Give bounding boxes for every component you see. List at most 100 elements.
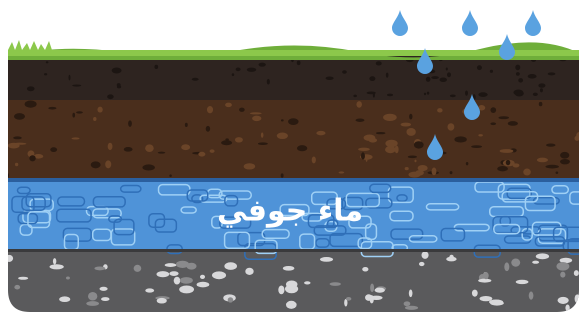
- speck: [259, 63, 266, 67]
- pebble: [478, 279, 491, 283]
- speck: [450, 171, 453, 174]
- pebble: [228, 297, 233, 302]
- speck: [358, 148, 370, 151]
- pebble: [86, 301, 99, 306]
- speck: [50, 147, 57, 152]
- speck: [401, 123, 412, 127]
- speck: [316, 131, 325, 135]
- speck: [515, 65, 520, 71]
- pebble: [169, 271, 178, 276]
- speck: [367, 91, 376, 94]
- speck: [581, 66, 587, 69]
- pebble: [224, 262, 237, 270]
- speck: [250, 112, 262, 114]
- speck: [107, 94, 114, 99]
- speck: [376, 132, 386, 134]
- speck: [513, 163, 520, 167]
- speck: [297, 145, 307, 151]
- pebble: [370, 283, 374, 292]
- pebble: [145, 288, 154, 292]
- pebble: [330, 282, 341, 286]
- pebble: [375, 288, 385, 293]
- speck: [267, 79, 270, 85]
- speck: [0, 93, 2, 96]
- speck: [450, 94, 456, 97]
- pebble: [362, 267, 368, 271]
- speck: [76, 111, 83, 113]
- speck: [439, 77, 446, 82]
- pebble: [422, 251, 429, 259]
- speck: [326, 77, 334, 80]
- speck: [408, 156, 417, 159]
- pebble: [285, 285, 298, 294]
- speck: [277, 133, 288, 139]
- pebble: [560, 272, 565, 278]
- pebble: [157, 298, 167, 304]
- pebble: [370, 296, 382, 300]
- pebble: [174, 277, 181, 285]
- pebble: [405, 306, 418, 310]
- speck: [556, 172, 559, 174]
- speck: [108, 143, 113, 150]
- pebble: [180, 277, 193, 284]
- speck: [533, 93, 538, 96]
- speck: [387, 94, 393, 97]
- speck: [523, 169, 531, 176]
- speck: [508, 121, 518, 126]
- layer-label: ماء جوفي: [217, 194, 363, 229]
- speck: [432, 168, 437, 176]
- speck: [353, 95, 357, 98]
- speck: [490, 107, 496, 113]
- pebble: [179, 285, 194, 293]
- pebble: [286, 301, 297, 309]
- speck: [207, 106, 213, 113]
- speck: [169, 174, 171, 177]
- pebble: [200, 275, 205, 279]
- pebble: [511, 259, 520, 267]
- speck: [539, 102, 543, 106]
- pebble: [446, 257, 456, 262]
- speck: [5, 173, 9, 179]
- water-drop: [525, 10, 541, 36]
- speck: [545, 165, 558, 169]
- water-drop: [462, 10, 478, 36]
- speck: [288, 118, 298, 125]
- speck: [418, 165, 428, 171]
- speck: [14, 113, 25, 120]
- speck: [574, 136, 579, 141]
- speck: [498, 116, 509, 119]
- speck: [261, 132, 264, 137]
- speck: [414, 141, 424, 148]
- pebble: [558, 297, 569, 304]
- speck: [447, 123, 454, 130]
- speck: [15, 163, 18, 166]
- layer-edge: [0, 249, 587, 252]
- speck: [258, 142, 268, 145]
- speck: [478, 92, 487, 97]
- speck: [247, 68, 256, 72]
- speck: [356, 101, 362, 108]
- speck: [405, 167, 409, 170]
- speck: [437, 108, 442, 112]
- pebble: [278, 285, 284, 294]
- speck: [91, 161, 101, 168]
- speck: [46, 61, 49, 63]
- speck: [13, 136, 22, 139]
- speck: [312, 156, 316, 163]
- speck: [112, 67, 122, 73]
- speck: [128, 120, 132, 127]
- pebble: [516, 280, 529, 284]
- speck: [0, 103, 6, 106]
- speck: [376, 61, 382, 65]
- speck: [513, 90, 523, 96]
- speck: [548, 72, 556, 75]
- speck: [560, 152, 569, 159]
- pebble: [480, 296, 493, 301]
- speck: [369, 76, 375, 81]
- speck: [105, 160, 111, 168]
- soil-diagram: ماء جوفي: [0, 0, 587, 319]
- pebble: [59, 296, 70, 302]
- speck: [297, 61, 301, 65]
- speck: [29, 155, 35, 161]
- speck: [71, 137, 79, 139]
